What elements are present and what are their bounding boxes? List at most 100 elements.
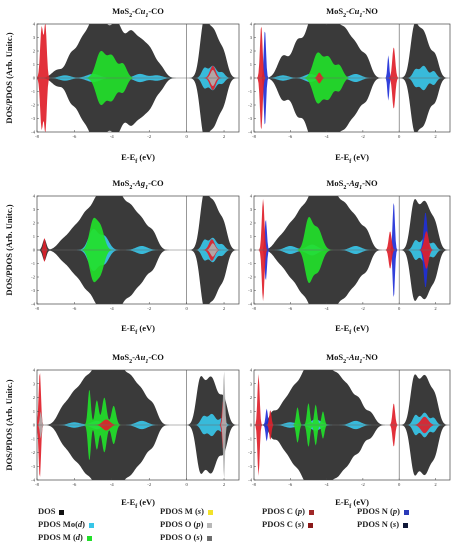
x-tick-label: 2 [434, 306, 437, 311]
y-tick-label: 2 [33, 395, 36, 400]
y-tick-label: 1 [250, 234, 253, 239]
x-tick-label: 0 [398, 482, 401, 487]
x-tick-label: 2 [434, 134, 437, 139]
y-tick-label: 4 [33, 22, 36, 27]
y-tick-label: -1 [31, 436, 36, 441]
y-axis-label-1: DOS/PDOS (Arb. Unitc.) [4, 204, 14, 295]
x-tick-label: -2 [361, 482, 366, 487]
x-tick-label: -4 [325, 134, 330, 139]
x-tick-label: 0 [185, 482, 188, 487]
x-tick-label: -8 [252, 482, 257, 487]
y-tick-label: -3 [248, 464, 253, 469]
y-tick-label: -1 [248, 261, 253, 266]
y-tick-label: -3 [31, 288, 36, 293]
x-tick-label: -4 [110, 482, 115, 487]
panel-title: MoS2-Ag1-CO [112, 178, 164, 191]
x-tick-label: -6 [72, 134, 77, 139]
y-tick-label: -2 [248, 450, 253, 455]
panel-title: MoS2-Ag1-NO [326, 178, 378, 191]
y-tick-label: -1 [248, 436, 253, 441]
y-tick-label: -4 [248, 478, 253, 483]
x-tick-label: -6 [288, 134, 293, 139]
x-tick-label: 2 [223, 134, 226, 139]
x-tick-label: 2 [434, 482, 437, 487]
y-tick-label: 4 [250, 194, 253, 199]
panel-title: MoS2-Cu1-NO [326, 6, 378, 19]
x-tick-label: -2 [147, 482, 152, 487]
y-tick-label: -3 [248, 116, 253, 121]
y-tick-label: 0 [250, 76, 253, 81]
y-axis-label-2: DOS/PDOS (Arb. Unitc.) [4, 379, 14, 470]
x-axis-label: E-Ef (eV) [335, 497, 369, 510]
y-tick-label: -4 [31, 302, 36, 307]
x-tick-label: -8 [35, 306, 40, 311]
y-tick-label: 2 [250, 49, 253, 54]
y-tick-label: 3 [33, 207, 36, 212]
panel-title: MoS2-Au1-NO [326, 352, 378, 365]
y-tick-label: 1 [250, 409, 253, 414]
y-tick-label: 1 [33, 62, 36, 67]
x-tick-label: -2 [361, 306, 366, 311]
y-tick-label: -3 [31, 116, 36, 121]
y-tick-label: -1 [31, 261, 36, 266]
x-axis-label: E-Ef (eV) [335, 152, 369, 165]
x-axis-label: E-Ef (eV) [121, 497, 155, 510]
y-tick-label: 1 [33, 409, 36, 414]
y-tick-label: -2 [31, 450, 36, 455]
x-axis-label: E-Ef (eV) [121, 152, 155, 165]
y-tick-label: -4 [31, 478, 36, 483]
x-tick-label: -4 [325, 482, 330, 487]
y-tick-label: 0 [250, 248, 253, 253]
y-tick-label: -4 [248, 130, 253, 135]
x-tick-label: -6 [288, 482, 293, 487]
y-tick-label: 4 [33, 194, 36, 199]
y-tick-label: 0 [33, 76, 36, 81]
panel-title: MoS2-Cu1-CO [112, 6, 164, 19]
y-tick-label: -2 [31, 275, 36, 280]
y-tick-label: 2 [33, 221, 36, 226]
x-tick-label: -4 [110, 306, 115, 311]
x-tick-label: -4 [325, 306, 330, 311]
x-tick-label: 0 [185, 306, 188, 311]
y-tick-label: 3 [250, 35, 253, 40]
x-tick-label: -2 [147, 134, 152, 139]
y-tick-label: -2 [248, 275, 253, 280]
y-tick-label: 4 [250, 22, 253, 27]
y-tick-label: -3 [248, 288, 253, 293]
x-tick-label: 0 [398, 306, 401, 311]
y-tick-label: 3 [33, 381, 36, 386]
x-tick-label: -6 [72, 306, 77, 311]
y-tick-label: 0 [33, 248, 36, 253]
y-tick-label: -4 [248, 302, 253, 307]
x-tick-label: 2 [223, 306, 226, 311]
y-tick-label: 3 [250, 207, 253, 212]
x-tick-label: -2 [147, 306, 152, 311]
y-tick-label: 1 [250, 62, 253, 67]
y-tick-label: 3 [250, 381, 253, 386]
panel-title: MoS2-Au1-CO [112, 352, 164, 365]
y-tick-label: 2 [250, 221, 253, 226]
y-tick-label: -1 [31, 89, 36, 94]
x-tick-label: -8 [252, 306, 257, 311]
x-tick-label: -6 [288, 306, 293, 311]
y-tick-label: -2 [31, 103, 36, 108]
y-tick-label: -1 [248, 89, 253, 94]
x-tick-label: 2 [223, 482, 226, 487]
y-tick-label: 2 [250, 395, 253, 400]
y-tick-label: -4 [31, 130, 36, 135]
y-tick-label: 4 [250, 368, 253, 373]
x-tick-label: 0 [185, 134, 188, 139]
x-tick-label: -4 [110, 134, 115, 139]
x-tick-label: -2 [361, 134, 366, 139]
y-tick-label: 0 [250, 423, 253, 428]
y-tick-label: -2 [248, 103, 253, 108]
y-axis-label-0: DOS/PDOS (Arb. Unitc.) [4, 32, 14, 123]
x-tick-label: -8 [35, 482, 40, 487]
y-tick-label: 3 [33, 35, 36, 40]
